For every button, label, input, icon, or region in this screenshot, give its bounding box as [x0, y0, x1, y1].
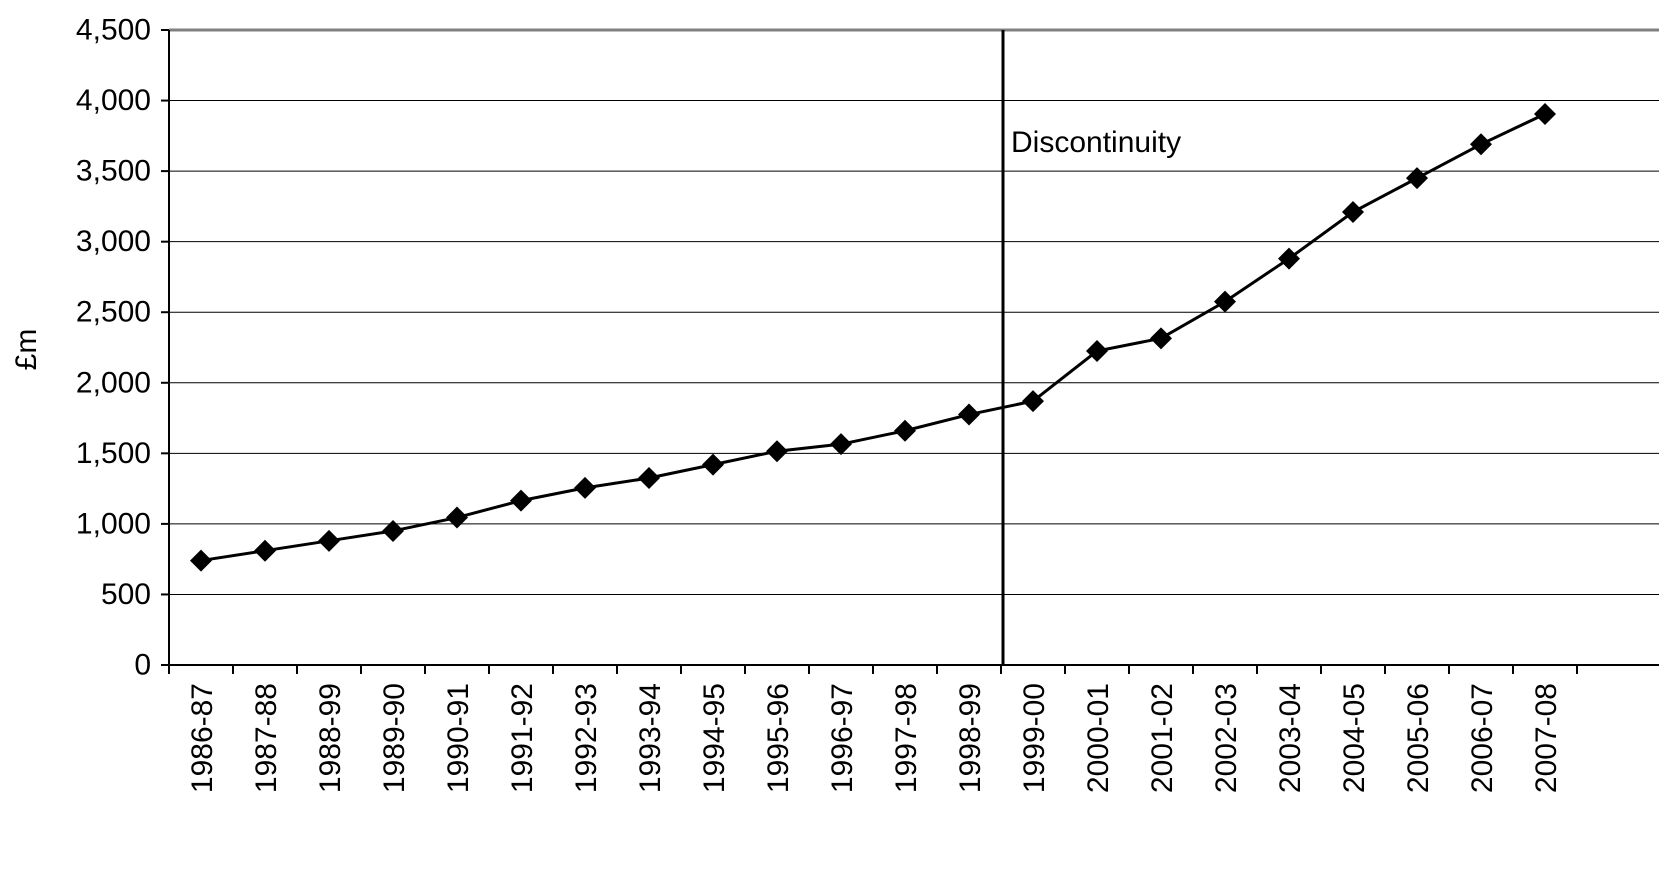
data-point-marker — [1022, 390, 1044, 413]
data-point-marker — [510, 489, 532, 512]
data-point-marker — [638, 467, 660, 490]
y-tick-label: 3,000 — [76, 225, 151, 258]
x-tick-label: 1989-90 — [378, 683, 411, 793]
x-tick-label: 2000-01 — [1082, 683, 1115, 793]
data-point-marker — [766, 440, 788, 463]
x-tick-label: 1990-91 — [442, 683, 475, 793]
data-point-marker — [1342, 201, 1364, 224]
data-point-marker — [1150, 327, 1172, 350]
data-point-marker — [894, 419, 916, 442]
x-tick-label: 1994-95 — [698, 683, 731, 793]
y-tick-label: 1,500 — [76, 437, 151, 470]
x-tick-label: 2002-03 — [1210, 683, 1243, 793]
x-tick-label: 2006-07 — [1466, 683, 1499, 793]
x-tick-label: 2001-02 — [1146, 683, 1179, 793]
series-line — [200, 112, 1546, 563]
x-tick-label: 2004-05 — [1338, 683, 1371, 793]
data-point-marker — [254, 539, 276, 562]
y-tick-label: 0 — [134, 649, 151, 682]
y-axis-title: £m — [10, 329, 43, 371]
x-tick-label: 1997-98 — [890, 683, 923, 793]
data-point-marker — [190, 549, 212, 572]
y-tick-label: 1,000 — [76, 507, 151, 540]
data-point-marker — [958, 403, 980, 426]
x-tick-label: 1993-94 — [634, 683, 667, 793]
y-tick-label: 4,500 — [76, 14, 151, 47]
x-tick-label: 1988-99 — [314, 683, 347, 793]
data-point-marker — [382, 519, 404, 542]
data-point-marker — [702, 453, 724, 476]
x-tick-label: 1991-92 — [506, 683, 539, 793]
data-point-marker — [1534, 102, 1556, 125]
data-point-marker — [1086, 340, 1108, 363]
x-tick-label: 1995-96 — [762, 683, 795, 793]
x-tick-label: 1992-93 — [570, 683, 603, 793]
data-point-marker — [1278, 247, 1300, 270]
data-point-marker — [446, 506, 468, 529]
data-point-marker — [574, 476, 596, 499]
data-point-marker — [1214, 290, 1236, 313]
y-tick-label: 2,500 — [76, 296, 151, 329]
x-tick-label: 1986-87 — [186, 683, 219, 793]
data-point-marker — [1470, 133, 1492, 156]
x-tick-label: 1987-88 — [250, 683, 283, 793]
y-tick-label: 500 — [101, 578, 151, 611]
x-tick-label: 2003-04 — [1274, 683, 1307, 793]
data-point-marker — [1406, 167, 1428, 190]
x-tick-label: 1999-00 — [1018, 683, 1051, 793]
data-point-marker — [318, 529, 340, 552]
x-tick-label: 2007-08 — [1530, 683, 1563, 793]
x-tick-label: 1998-99 — [954, 683, 987, 793]
data-point-marker — [830, 433, 852, 456]
y-tick-label: 3,500 — [76, 155, 151, 188]
y-tick-label: 2,000 — [76, 366, 151, 399]
x-tick-label: 1996-97 — [826, 683, 859, 793]
y-tick-label: 4,000 — [76, 84, 151, 117]
discontinuity-label: Discontinuity — [1011, 126, 1181, 159]
x-tick-label: 2005-06 — [1402, 683, 1435, 793]
